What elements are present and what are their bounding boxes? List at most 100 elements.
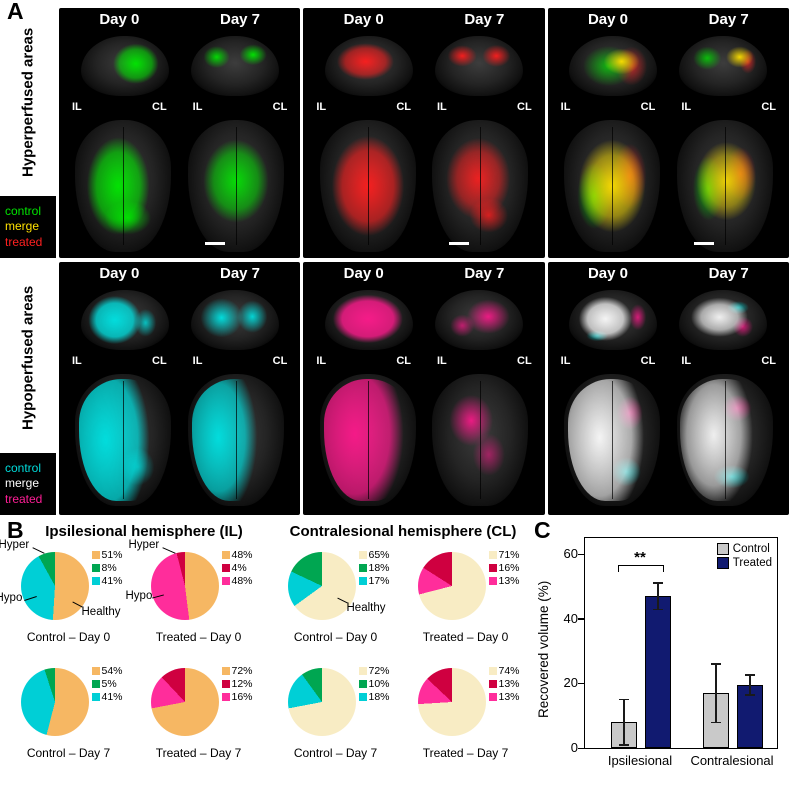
panel-c: C Recovered volume (%) 0 20 40 60 [532, 519, 789, 785]
legend-value: 10% [368, 678, 390, 691]
il-label: IL [560, 355, 571, 367]
cl-label: CL [152, 355, 167, 367]
legend-control-label: control [5, 460, 42, 475]
legend-swatch [221, 680, 230, 689]
legend-swatch [221, 667, 230, 676]
bar-plot-area: 0 20 40 60 ** [564, 537, 778, 755]
pie-il-treated-day7: 72% 12% 16% Treated – Day 7 [138, 660, 260, 776]
contralesional-section: 65% 18% 17% Healthy Control – Day 0 71% … [267, 544, 534, 776]
legend-control-label: control [5, 203, 42, 218]
legend-value: 12% [231, 678, 253, 691]
pie-legend: 48% 4% 48% [221, 549, 253, 587]
hypo-treated-group: Day 0 Day 7 IL CL IL CL [303, 262, 545, 515]
pie-caption: Control – Day 0 [26, 630, 111, 644]
day0-header: Day 0 [343, 265, 384, 282]
brain-coronal-hypo-treated-day7 [434, 290, 523, 350]
pie-chart [417, 668, 486, 736]
brain-coronal-hyper-treated-day7 [434, 36, 523, 96]
brain-axial-hyper-merge-day7 [676, 120, 773, 252]
legend-swatch [358, 551, 367, 560]
error-bar [715, 664, 717, 723]
pie-chart [150, 668, 219, 736]
y-tick [578, 618, 585, 620]
pie-caption: Treated – Day 0 [155, 630, 242, 644]
legend-merge-label: merge [5, 219, 40, 234]
hypoperfused-block: Hypoperfused areas control merge treated… [0, 262, 789, 515]
significance-stars: ** [634, 549, 646, 567]
hypo-annotation: Hypo [125, 590, 153, 602]
pie-legend: 51% 8% 41% [91, 549, 123, 588]
scale-bar [693, 242, 714, 245]
scale-bar [205, 242, 225, 245]
control-legend-label: Control [732, 543, 770, 555]
il-label: IL [316, 101, 327, 113]
cl-label: CL [517, 355, 532, 367]
cl-label: CL [272, 355, 288, 367]
il-label: IL [681, 101, 692, 113]
legend-swatch [358, 577, 367, 586]
legend-value: 65% [368, 549, 390, 561]
hypoperfused-areas-label: Hypoperfused areas [19, 285, 37, 430]
day7-header: Day 7 [219, 265, 261, 282]
legend-merge-label: merge [5, 476, 40, 491]
error-bar [749, 675, 751, 695]
legend-value: 72% [368, 665, 390, 677]
pie-chart [287, 552, 356, 620]
pie-chart [20, 552, 89, 620]
brain-coronal-hypo-control-day0 [80, 290, 169, 350]
legend-value: 18% [368, 562, 390, 575]
pie-cl-control-day0: 65% 18% 17% Healthy Control – Day 0 [275, 544, 397, 660]
legend-value: 5% [101, 678, 117, 691]
error-bar [657, 583, 659, 610]
treated-legend-label: Treated [732, 557, 772, 569]
pie-legend: 71% 16% 13% [488, 549, 520, 587]
day0-header: Day 0 [343, 11, 384, 28]
legend-value: 74% [498, 665, 520, 677]
hyper-annotation: Hyper [128, 539, 160, 551]
brain-axial-hypo-control-day0 [75, 374, 172, 506]
control-swatch [716, 543, 729, 555]
brain-axial-hyper-treated-day0 [319, 120, 416, 252]
il-label: IL [437, 101, 447, 113]
pie-cl-treated-day7: 74% 13% 13% Treated – Day 7 [405, 660, 527, 776]
brain-axial-hyper-control-day7 [187, 120, 284, 252]
cl-label: CL [640, 355, 656, 367]
healthy-annotation: Healthy [346, 602, 386, 614]
hypo-color-legend: control merge treated [0, 453, 56, 515]
panel-b: Ipsilesional hemisphere (IL) Contralesio… [0, 519, 534, 785]
cl-label: CL [640, 101, 656, 113]
legend-value: 41% [101, 575, 123, 588]
pie-caption: Control – Day 7 [26, 746, 111, 760]
hyper-treated-group: Day 0 Day 7 IL CL IL CL [303, 8, 545, 258]
legend-value: 54% [101, 665, 123, 677]
legend-value: 8% [101, 562, 117, 575]
legend-swatch [488, 577, 497, 586]
pie-caption: Treated – Day 0 [422, 630, 509, 644]
legend-swatch [358, 680, 367, 689]
legend-swatch [91, 680, 100, 689]
il-label: IL [560, 101, 571, 113]
legend-swatch [91, 564, 100, 573]
hyper-side-column: Hyperperfused areas control merge treate… [0, 8, 56, 258]
pie-legend: 54% 5% 41% [91, 665, 123, 703]
hyper-color-legend: control merge treated [0, 196, 56, 258]
cl-label: CL [761, 355, 776, 367]
ipsilesional-section-title: Ipsilesional hemisphere (IL) [45, 523, 243, 540]
legend-swatch [488, 693, 497, 702]
pie-caption: Treated – Day 7 [155, 746, 242, 760]
pie-chart [287, 668, 356, 736]
annotation-line [161, 547, 176, 554]
bar-ipsilesional-control [611, 538, 637, 748]
y-tick-label: 60 [563, 546, 578, 562]
brain-axial-hypo-treated-day0 [319, 374, 416, 506]
panel-a-label: A [7, 0, 24, 24]
y-tick-label: 20 [563, 675, 578, 691]
legend-swatch [358, 693, 367, 702]
pie-caption: Treated – Day 7 [422, 746, 509, 760]
legend-value: 18% [368, 691, 390, 704]
il-label: IL [192, 355, 203, 367]
brain-coronal-hyper-merge-day0 [569, 36, 658, 96]
day7-header: Day 7 [219, 11, 261, 28]
brain-coronal-hypo-merge-day7 [679, 290, 768, 350]
legend-swatch [91, 667, 100, 676]
